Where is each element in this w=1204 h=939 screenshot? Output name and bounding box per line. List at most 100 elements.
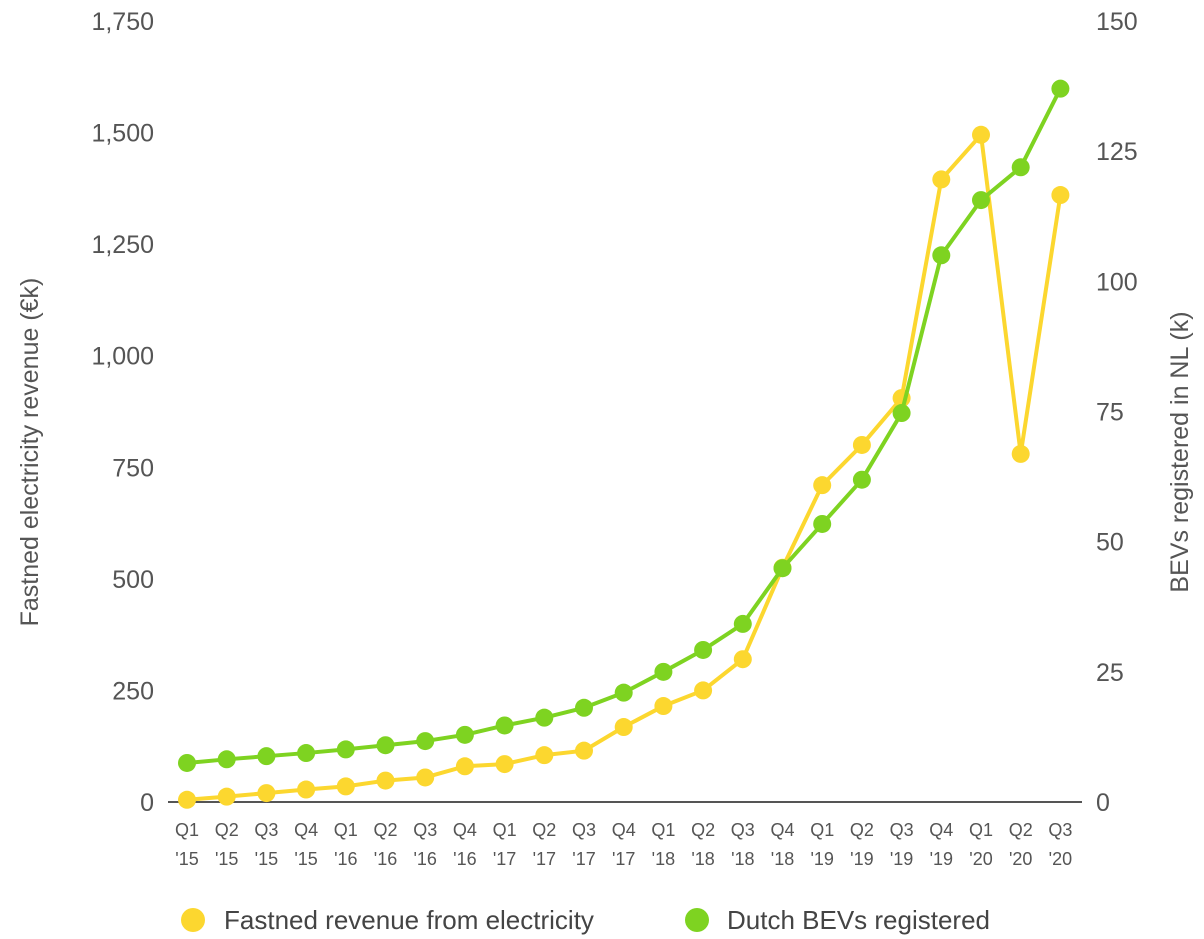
x-tick-label-year: '17 [572, 849, 595, 869]
series-1-point [1051, 186, 1070, 205]
x-tick-label-quarter: Q3 [572, 820, 596, 840]
y-right-tick-label: 50 [1096, 529, 1124, 557]
series-2-point [1051, 79, 1070, 98]
series-1-point [694, 681, 713, 700]
y-right-tick-label: 125 [1096, 138, 1138, 166]
x-tick-label-quarter: Q4 [294, 820, 318, 840]
x-tick-label-year: '19 [850, 849, 873, 869]
x-tick-label-quarter: Q2 [691, 820, 715, 840]
series-1-point [932, 170, 951, 189]
y-right-tick-label: 0 [1096, 789, 1110, 817]
series-2-point [972, 191, 990, 210]
x-tick-label-quarter: Q3 [731, 820, 755, 840]
series-1-point [575, 741, 593, 760]
x-tick-label-quarter: Q2 [373, 820, 397, 840]
x-tick-label-quarter: Q1 [969, 820, 993, 840]
series-2-point [336, 740, 355, 759]
y-left-tick-label: 1,500 [91, 120, 154, 148]
y-right-tick-label: 75 [1096, 399, 1124, 427]
series-2-point [733, 614, 752, 633]
x-tick-label-year: '15 [175, 849, 198, 869]
x-tick-label-year: '17 [612, 849, 635, 869]
y-right-tick-label: 25 [1096, 659, 1124, 687]
series-1-point [455, 757, 474, 776]
y-left-tick-label: 750 [112, 454, 154, 482]
x-tick-label-quarter: Q2 [215, 820, 239, 840]
x-tick-label-quarter: Q2 [532, 820, 556, 840]
x-tick-label-year: '15 [255, 849, 278, 869]
y-left-tick-label: 1,750 [91, 8, 154, 36]
x-tick-label-year: '20 [969, 849, 992, 869]
series-1-point [376, 771, 395, 790]
x-tick-label-quarter: Q4 [929, 820, 953, 840]
series-1-point [733, 650, 752, 669]
series-1-point [257, 784, 276, 803]
y-left-tick-label: 1,250 [91, 231, 154, 259]
x-tick-label-year: '18 [771, 849, 794, 869]
x-tick-label-year: '16 [413, 849, 436, 869]
x-tick-label-quarter: Q2 [850, 820, 874, 840]
series-1-point [178, 790, 196, 809]
x-tick-label-year: '15 [215, 849, 238, 869]
series-1-point [614, 718, 633, 737]
series-2-point [217, 750, 236, 769]
x-tick-label-year: '19 [930, 849, 953, 869]
legend-label-1: Fastned revenue from electricity [224, 905, 594, 935]
series-1-point [535, 746, 554, 765]
x-tick-label-year: '19 [810, 849, 833, 869]
series-1-point [495, 755, 514, 774]
y-left-tick-label: 1,000 [91, 343, 154, 371]
x-tick-label-year: '18 [652, 849, 675, 869]
x-tick-label-quarter: Q1 [334, 820, 358, 840]
x-tick-label-year: '20 [1049, 849, 1072, 869]
series-1-point [416, 768, 435, 787]
series-1-point [654, 697, 673, 716]
series-2-point [575, 698, 593, 717]
series-2-point [257, 747, 276, 766]
x-tick-label-quarter: Q4 [453, 820, 477, 840]
series-1-point [972, 125, 990, 144]
y-right-axis-title: BEVs registered in NL (k) [1166, 311, 1194, 592]
x-tick-label-year: '16 [334, 849, 357, 869]
legend-marker-2 [685, 908, 709, 932]
y-right-tick-label: 150 [1096, 8, 1138, 36]
series-2-point [932, 246, 951, 265]
x-tick-label-quarter: Q3 [254, 820, 278, 840]
series-2-point [773, 559, 792, 578]
series-2-point [852, 470, 871, 489]
series-2-point [178, 753, 196, 772]
series-2-point [455, 725, 474, 744]
series-2-point [297, 744, 316, 763]
x-tick-label-year: '17 [533, 849, 556, 869]
x-tick-label-year: '16 [374, 849, 397, 869]
series-2-point [694, 640, 713, 659]
series-2-point [416, 732, 435, 751]
x-tick-label-quarter: Q1 [175, 820, 199, 840]
series-2-point [1011, 158, 1030, 177]
x-tick-label-quarter: Q1 [651, 820, 675, 840]
legend-marker-1 [181, 908, 205, 932]
series-1-point [217, 787, 236, 806]
x-tick-label-quarter: Q3 [1048, 820, 1072, 840]
x-tick-label-year: '15 [294, 849, 317, 869]
x-tick-label-quarter: Q4 [612, 820, 636, 840]
legend-label-2: Dutch BEVs registered [727, 905, 990, 935]
series-1-point [852, 435, 871, 454]
x-tick-label-quarter: Q3 [413, 820, 437, 840]
series-2-point [892, 404, 911, 423]
x-tick-label-year: '18 [691, 849, 714, 869]
x-tick-label-quarter: Q3 [890, 820, 914, 840]
x-tick-label-quarter: Q1 [493, 820, 517, 840]
series-1-point [297, 780, 316, 799]
series-1-point [1011, 444, 1030, 463]
series-2-point [376, 736, 395, 755]
x-tick-label-quarter: Q2 [1009, 820, 1033, 840]
x-tick-label-year: '20 [1009, 849, 1032, 869]
y-left-tick-label: 500 [112, 566, 154, 594]
y-left-tick-label: 250 [112, 677, 154, 705]
y-left-axis-title: Fastned electricity revenue (€k) [16, 278, 44, 627]
series-2-point [654, 662, 673, 681]
y-left-tick-label: 0 [140, 789, 154, 817]
